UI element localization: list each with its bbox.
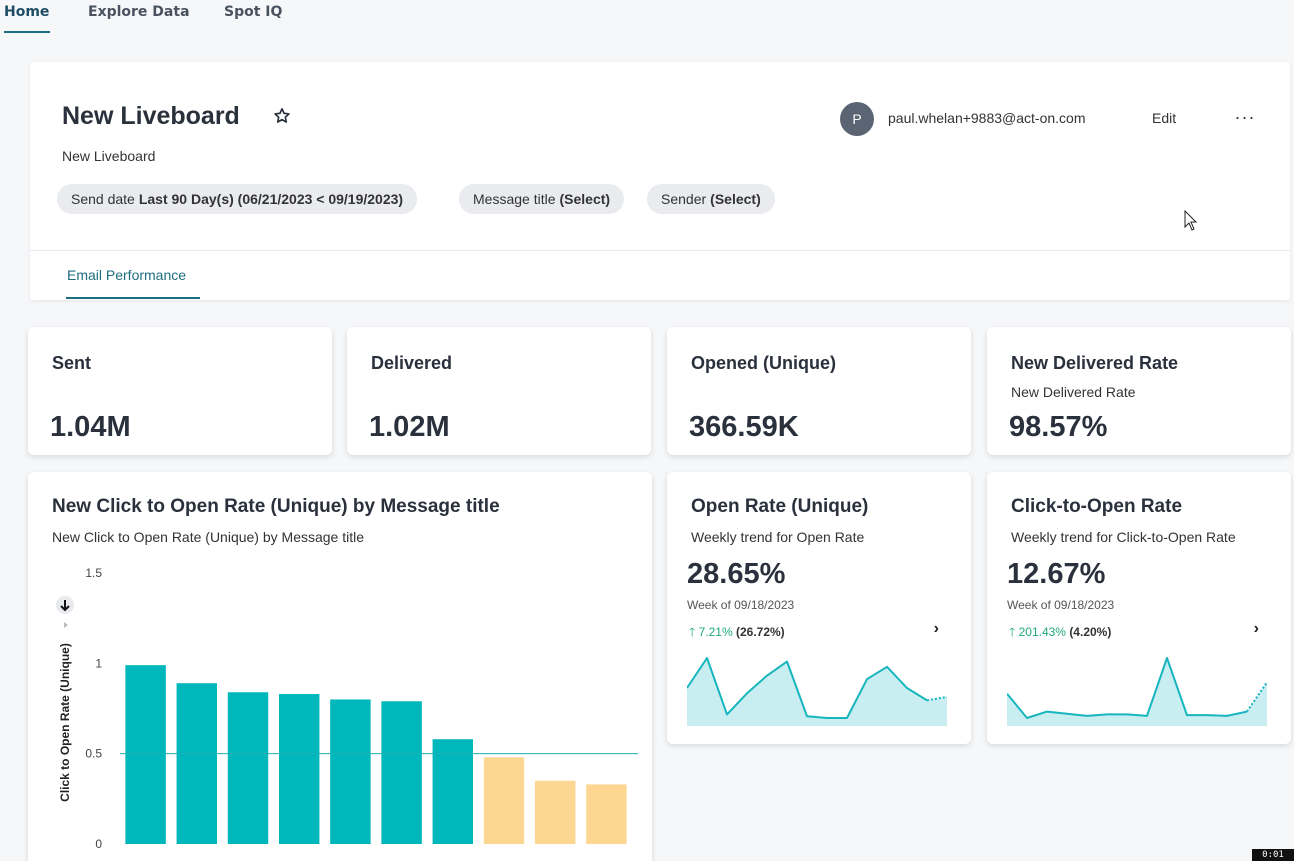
trend-change-absolute: (4.20%) — [1069, 625, 1112, 639]
kpi-card-sent[interactable]: Sent 1.04M — [28, 327, 332, 455]
kpi-card-new-delivered-rate[interactable]: New Delivered Rate New Delivered Rate 98… — [987, 327, 1291, 455]
kpi-card-delivered[interactable]: Delivered 1.02M — [347, 327, 651, 455]
chart-title: New Click to Open Rate (Unique) by Messa… — [52, 496, 500, 517]
kpi-title: Opened (Unique) — [691, 353, 836, 373]
filter-value: (Select) — [559, 191, 611, 207]
y-axis-label: Click to Open Rate (Unique) — [58, 643, 72, 802]
liveboard-title: New Liveboard — [62, 102, 240, 130]
top-navigation: Home Explore Data Spot IQ — [0, 0, 1294, 36]
divider — [30, 250, 1290, 251]
liveboard-description: New Liveboard — [62, 148, 156, 164]
trend-change-percent: 7.21% — [698, 625, 733, 639]
kpi-title: Delivered — [371, 353, 453, 373]
kpi-subtitle: New Delivered Rate — [1011, 384, 1136, 400]
chevron-right-icon[interactable]: › — [933, 620, 939, 637]
kpi-card-opened-unique[interactable]: Opened (Unique) 366.59K — [667, 327, 971, 455]
active-tab-indicator — [66, 297, 200, 299]
nav-tab-explore-data[interactable]: Explore Data — [88, 4, 190, 20]
chevron-right-icon[interactable]: › — [1253, 620, 1259, 637]
trend-change-percent: 201.43% — [1018, 625, 1066, 639]
filter-label: Message title — [473, 191, 556, 207]
bar — [227, 692, 269, 844]
bar — [432, 739, 474, 844]
trend-subtitle: Weekly trend for Open Rate — [691, 529, 865, 545]
sparkline-area — [687, 658, 947, 726]
bar-chart-card[interactable]: New Click to Open Rate (Unique) by Messa… — [28, 472, 652, 861]
arrow-up-icon: 🡑 — [1009, 625, 1016, 639]
trend-value: 28.65% — [687, 558, 786, 590]
trend-card-click-to-open-rate[interactable]: Click-to-Open Rate Weekly trend for Clic… — [987, 472, 1291, 744]
active-tab-indicator — [4, 31, 50, 33]
sparkline-projection — [1246, 681, 1267, 713]
arrow-down-icon — [60, 600, 70, 612]
liveboard-header: New Liveboard New Liveboard P paul.whela… — [30, 62, 1290, 300]
kpi-value: 366.59K — [689, 411, 799, 443]
kpi-value: 1.02M — [369, 411, 450, 443]
trend-value: 12.67% — [1007, 558, 1106, 590]
filter-chip-message-title[interactable]: Message title (Select) — [459, 184, 625, 214]
bar — [330, 699, 371, 844]
trend-card-open-rate[interactable]: Open Rate (Unique) Weekly trend for Open… — [667, 472, 971, 744]
author-email: paul.whelan+9883@act-on.com — [888, 110, 1086, 126]
bar — [483, 757, 525, 844]
y-tick-label: 1.5 — [85, 566, 102, 580]
sparkline-line — [1007, 657, 1248, 719]
bar — [176, 683, 218, 844]
trend-week: Week of 09/18/2023 — [1007, 598, 1115, 612]
sparkline-line — [687, 657, 928, 719]
y-tick-label: 1 — [95, 656, 102, 670]
filter-chip-sender[interactable]: Sender (Select) — [647, 184, 775, 214]
chart-subtitle: New Click to Open Rate (Unique) by Messa… — [52, 529, 365, 545]
trend-change-absolute: (26.72%) — [735, 625, 785, 639]
trend-title: Open Rate (Unique) — [691, 496, 869, 517]
nav-tab-home[interactable]: Home — [4, 4, 50, 20]
filter-chip-send-date[interactable]: Send date Last 90 Day(s) (06/21/2023 < 0… — [57, 184, 418, 214]
y-tick-label: 0 — [95, 837, 102, 851]
bar — [278, 694, 320, 844]
trend-title: Click-to-Open Rate — [1011, 496, 1183, 517]
sparkline-chart — [687, 657, 947, 726]
filter-label: Sender — [661, 191, 707, 207]
y-tick-label: 0.5 — [85, 747, 102, 761]
trend-week: Week of 09/18/2023 — [687, 598, 795, 612]
edit-button[interactable]: Edit — [1152, 110, 1177, 126]
caret-right-icon — [64, 622, 68, 628]
bar — [125, 665, 166, 844]
kpi-value: 1.04M — [50, 411, 131, 443]
trend-subtitle: Weekly trend for Click-to-Open Rate — [1011, 529, 1236, 545]
timestamp-overlay: 0:01 — [1252, 849, 1294, 861]
sparkline-area — [1007, 658, 1267, 726]
sparkline-chart — [1007, 657, 1267, 726]
trend-change: 🡑 7.21% (26.72%) — [689, 623, 785, 644]
kpi-title: Sent — [52, 353, 92, 373]
bar — [381, 701, 422, 844]
filter-value: Last 90 Day(s) (06/21/2023 < 09/19/2023) — [138, 191, 404, 207]
star-icon[interactable] — [272, 106, 292, 126]
nav-tab-spot-iq[interactable]: Spot IQ — [224, 4, 283, 20]
mouse-cursor-icon — [1184, 210, 1198, 231]
filter-value: (Select) — [710, 191, 761, 207]
bar — [586, 784, 627, 844]
tab-email-performance[interactable]: Email Performance — [67, 267, 187, 283]
kpi-value: 98.57% — [1009, 411, 1108, 443]
arrow-up-icon: 🡑 — [689, 625, 696, 639]
more-options-icon[interactable]: ··· — [1234, 106, 1256, 127]
filter-label: Send date — [71, 191, 135, 207]
sparkline-projection — [926, 695, 947, 702]
bar-chart: 0 0.5 1 1.5 Click to Open Rate (Unique) — [56, 566, 638, 851]
kpi-title: New Delivered Rate — [1011, 353, 1179, 373]
avatar[interactable]: P — [840, 102, 874, 136]
trend-change: 🡑 201.43% (4.20%) — [1009, 623, 1111, 644]
bar — [534, 780, 576, 844]
